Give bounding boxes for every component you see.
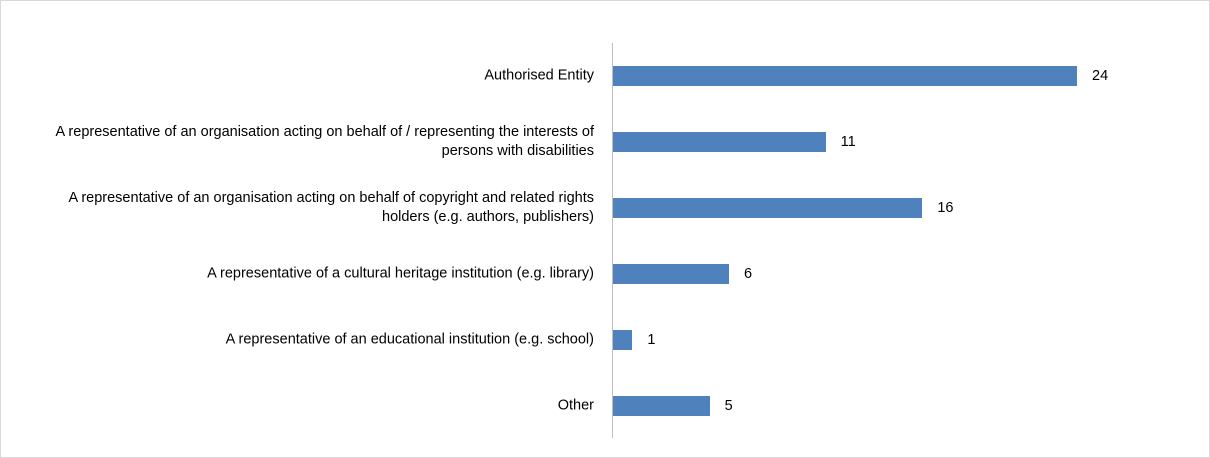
data-label: 11 bbox=[840, 134, 856, 150]
category-label: A representative of an organisation acti… bbox=[68, 190, 594, 225]
data-label: 24 bbox=[1092, 68, 1109, 84]
category-label: A representative of an organisation acti… bbox=[55, 124, 594, 159]
category-label: Authorised Entity bbox=[484, 67, 594, 84]
bar bbox=[613, 264, 729, 284]
data-label: 16 bbox=[937, 200, 954, 216]
bar bbox=[613, 66, 1077, 86]
data-label: 1 bbox=[647, 332, 656, 348]
category-label: A representative of an educational insti… bbox=[225, 331, 594, 348]
bar bbox=[613, 132, 826, 152]
bar bbox=[613, 198, 923, 218]
bar bbox=[613, 396, 710, 416]
data-label: 5 bbox=[724, 398, 733, 414]
category-axis bbox=[612, 43, 613, 438]
bar bbox=[613, 330, 633, 350]
category-label: Other bbox=[557, 397, 594, 414]
category-label: A representative of a cultural heritage … bbox=[207, 265, 594, 282]
data-label: 6 bbox=[744, 266, 753, 282]
